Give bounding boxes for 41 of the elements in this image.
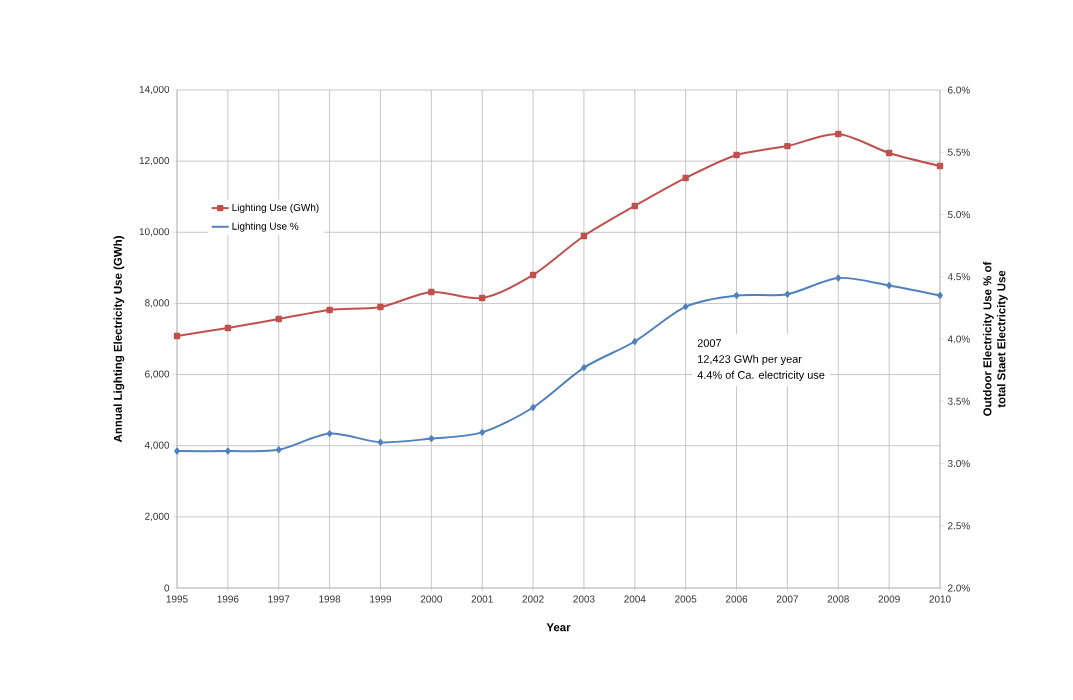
y-tick-label: 10,000 [139, 228, 170, 237]
x-tick-label: 1996 [217, 595, 239, 603]
y-tick-label: 2,000 [145, 512, 170, 521]
x-tick-label: 2002 [522, 595, 544, 603]
y2-tick-label: 4.5% [947, 273, 970, 281]
y2-tick-label: 5.5% [947, 148, 970, 156]
y-tick-label: 0 [164, 584, 170, 592]
x-tick-label: 2008 [827, 595, 849, 603]
x-tick-label: 2010 [929, 595, 951, 603]
x-tick-label: 2009 [878, 595, 900, 603]
x-tick-label: 2005 [675, 595, 697, 603]
y-tick-label: 14,000 [139, 85, 170, 95]
y2-tick-label: 2.5% [948, 522, 970, 530]
x-tick-label: 2004 [624, 595, 646, 603]
y-tick-label: 12,000 [139, 157, 170, 166]
y2-tick-label: 3.0% [947, 459, 970, 468]
x-axis-title: Year [546, 623, 571, 632]
x-tick-label: 2000 [420, 595, 443, 603]
y2-axis-title: Outdoor Electricity Use % of total Staet Electricity Use [983, 261, 1008, 416]
y2-tick-label: 5.0% [947, 210, 970, 219]
y-axis-title: Annual Lighting Electricity Use (GWh) [113, 236, 125, 443]
y-tick-label: 8,000 [145, 299, 170, 308]
annotation: 4.4% of Ca. electricity use [697, 370, 825, 381]
annotation: 2007 [697, 339, 722, 347]
x-tick-label: 1995 [166, 595, 188, 603]
x-tick-label: 2001 [471, 595, 493, 603]
x-tick-label: 1999 [370, 595, 392, 603]
y2-tick-label: 2.0% [948, 584, 970, 592]
x-tick-label: 2007 [776, 595, 798, 603]
x-tick-label: 2006 [725, 595, 748, 603]
y2-tick-label: 3.5% [947, 397, 970, 405]
x-tick-label: 2003 [573, 595, 595, 603]
y-tick-label: 6,000 [145, 370, 170, 379]
y-tick-label: 4,000 [144, 441, 170, 450]
y2-tick-label: 6.0% [948, 86, 970, 94]
legend-label: Lighting Use (GWh) [232, 203, 319, 214]
annotation: 12,423 GWh per year [698, 354, 802, 366]
x-tick-label: 1997 [268, 595, 290, 603]
x-tick-label: 1998 [319, 595, 341, 603]
legend-label: Lighting Use % [232, 222, 299, 232]
y2-tick-label: 4.0% [947, 335, 970, 343]
